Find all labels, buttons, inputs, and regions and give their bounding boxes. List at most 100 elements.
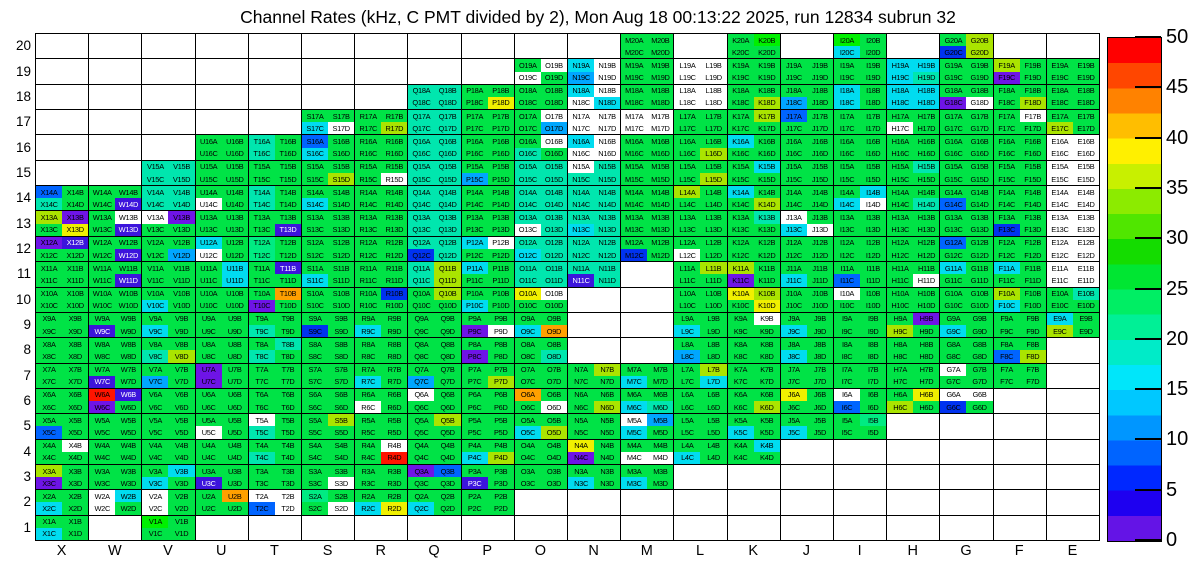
cell-empty bbox=[994, 414, 1020, 426]
cell-M16B: M16B bbox=[647, 135, 673, 147]
cell-J16B: J16B bbox=[807, 135, 833, 147]
cell-K17A: K17A bbox=[728, 110, 754, 122]
cell-L7D: L7D bbox=[700, 376, 726, 388]
cell-P2B: P2B bbox=[488, 490, 514, 502]
module-J10: J10AJ10BJ10CJ10D bbox=[781, 288, 834, 313]
cell-empty bbox=[115, 516, 141, 528]
cell-W10C: W10C bbox=[89, 300, 115, 312]
cell-empty bbox=[249, 46, 275, 58]
cell-empty bbox=[249, 72, 275, 84]
cell-I15A: I15A bbox=[834, 161, 860, 173]
cell-S3A: S3A bbox=[302, 465, 328, 477]
cell-empty bbox=[594, 34, 620, 46]
module-L11: L11AL11BL11CL11D bbox=[674, 262, 727, 287]
module-M2 bbox=[621, 490, 674, 515]
cell-empty bbox=[249, 59, 275, 71]
cell-empty bbox=[887, 46, 913, 58]
cell-P12D: P12D bbox=[488, 249, 514, 261]
cell-J10A: J10A bbox=[781, 288, 807, 300]
cell-empty bbox=[302, 72, 328, 84]
module-G12: G12AG12BG12CG12D bbox=[940, 237, 993, 262]
module-J18: J18AJ18BJ18CJ18D bbox=[781, 85, 834, 110]
cell-empty bbox=[568, 338, 594, 350]
cell-Q13B: Q13B bbox=[434, 211, 460, 223]
module-H19: H19AH19BH19CH19D bbox=[887, 59, 940, 84]
cell-R17A: R17A bbox=[355, 110, 381, 122]
module-M4: M4AM4BM4CM4D bbox=[621, 440, 674, 465]
cell-R13D: R13D bbox=[381, 224, 407, 236]
cell-H10A: H10A bbox=[887, 288, 913, 300]
cell-R9D: R9D bbox=[381, 325, 407, 337]
cell-W9A: W9A bbox=[89, 313, 115, 325]
cell-P3C: P3C bbox=[462, 477, 488, 489]
cell-P5D: P5D bbox=[488, 426, 514, 438]
cell-empty bbox=[275, 85, 301, 97]
colorbar-tick bbox=[1135, 137, 1161, 139]
cell-K11B: K11B bbox=[754, 262, 780, 274]
cell-T3B: T3B bbox=[275, 465, 301, 477]
x-tick-label: M bbox=[620, 543, 673, 565]
module-Q19 bbox=[408, 59, 461, 84]
cell-R14D: R14D bbox=[381, 198, 407, 210]
cell-Q5B: Q5B bbox=[434, 414, 460, 426]
cell-empty bbox=[674, 516, 700, 528]
cell-empty bbox=[515, 528, 541, 540]
cell-R16B: R16B bbox=[381, 135, 407, 147]
module-P14: P14AP14BP14CP14D bbox=[462, 186, 515, 211]
module-R10: R10AR10BR10CR10D bbox=[355, 288, 408, 313]
cell-F9A: F9A bbox=[994, 313, 1020, 325]
cell-R5D: R5D bbox=[381, 426, 407, 438]
cell-empty bbox=[222, 46, 248, 58]
module-J9: J9AJ9BJ9CJ9D bbox=[781, 313, 834, 338]
cell-W5C: W5C bbox=[89, 426, 115, 438]
cell-R15D: R15D bbox=[381, 173, 407, 185]
module-K16: K16AK16BK16CK16D bbox=[728, 135, 781, 160]
cell-L12A: L12A bbox=[674, 237, 700, 249]
cell-empty bbox=[1047, 516, 1073, 528]
cell-S15C: S15C bbox=[302, 173, 328, 185]
cell-L6C: L6C bbox=[674, 401, 700, 413]
cell-empty bbox=[249, 85, 275, 97]
cell-X6B: X6B bbox=[62, 389, 88, 401]
cell-empty bbox=[89, 173, 115, 185]
cell-empty bbox=[781, 490, 807, 502]
cell-U10A: U10A bbox=[196, 288, 222, 300]
module-J5: J5AJ5BJ5CJ5D bbox=[781, 414, 834, 439]
cell-empty bbox=[355, 97, 381, 109]
cell-N5D: N5D bbox=[594, 426, 620, 438]
cell-U8D: U8D bbox=[222, 350, 248, 362]
cell-G16A: G16A bbox=[940, 135, 966, 147]
cell-E14B: E14B bbox=[1073, 186, 1099, 198]
module-X17 bbox=[36, 110, 89, 135]
module-I4 bbox=[834, 440, 887, 465]
module-G16: G16AG16BG16CG16D bbox=[940, 135, 993, 160]
cell-empty bbox=[674, 46, 700, 58]
cell-empty bbox=[568, 516, 594, 528]
cell-S15D: S15D bbox=[328, 173, 354, 185]
cell-M6A: M6A bbox=[621, 389, 647, 401]
cell-U4B: U4B bbox=[222, 440, 248, 452]
cell-G15B: G15B bbox=[966, 161, 992, 173]
cell-M16C: M16C bbox=[621, 148, 647, 160]
cell-M14D: M14D bbox=[647, 198, 673, 210]
cell-L18C: L18C bbox=[674, 97, 700, 109]
x-tick-label: U bbox=[195, 543, 248, 565]
cell-R12D: R12D bbox=[381, 249, 407, 261]
cell-U4A: U4A bbox=[196, 440, 222, 452]
cell-R10D: R10D bbox=[381, 300, 407, 312]
cell-K12A: K12A bbox=[728, 237, 754, 249]
cell-W14C: W14C bbox=[89, 198, 115, 210]
cell-X7C: X7C bbox=[36, 376, 62, 388]
cell-E17D: E17D bbox=[1073, 122, 1099, 134]
cell-empty bbox=[594, 490, 620, 502]
cell-G13C: G13C bbox=[940, 224, 966, 236]
cell-H7A: H7A bbox=[887, 364, 913, 376]
cell-N18A: N18A bbox=[568, 85, 594, 97]
cell-J13C: J13C bbox=[781, 224, 807, 236]
cell-Q9A: Q9A bbox=[408, 313, 434, 325]
cell-empty bbox=[381, 97, 407, 109]
cell-T6A: T6A bbox=[249, 389, 275, 401]
module-U20 bbox=[196, 34, 249, 59]
cell-empty bbox=[994, 34, 1020, 46]
module-T15: T15AT15BT15CT15D bbox=[249, 161, 302, 186]
